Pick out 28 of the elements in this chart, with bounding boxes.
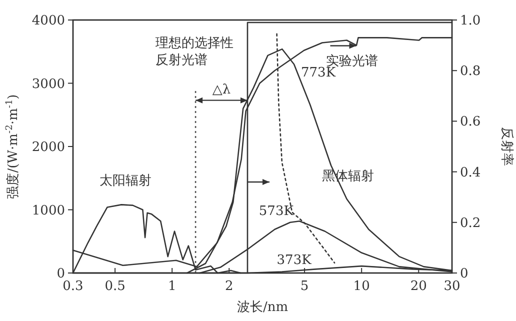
series-label: 373K — [276, 253, 312, 268]
x-tick-label: 30 — [444, 279, 460, 294]
annotation: △λ — [212, 82, 231, 98]
x-tick-label: 20 — [410, 279, 427, 294]
y2-tick-label: 0.4 — [460, 165, 481, 180]
series-label: 573K — [258, 204, 294, 220]
series-label: 773K — [301, 65, 336, 80]
y2-tick-label: 0.8 — [460, 64, 481, 80]
y-tick-label: 2000 — [32, 140, 65, 155]
y2-tick-label: 0.6 — [460, 114, 481, 130]
x-tick-label: 1 — [168, 279, 176, 294]
y2-tick-label: 0 — [460, 266, 468, 282]
series-label: 理想的选择性反射光谱 — [155, 36, 234, 68]
x-tick-label: 10 — [353, 279, 370, 294]
x-axis-title: 波长/nm — [236, 300, 288, 315]
annotation: 黑体辐射 — [322, 169, 374, 184]
x-tick-label: 5 — [300, 279, 309, 294]
x-tick-label: 0.3 — [62, 279, 84, 294]
y-tick-label: 0 — [56, 266, 65, 282]
y2-tick-label: 1.0 — [460, 14, 481, 28]
y-tick-label: 1000 — [32, 203, 65, 218]
series-label: 太阳辐射 — [99, 174, 152, 189]
y-tick-label: 3000 — [32, 76, 65, 92]
y2-tick-label: 0.2 — [460, 216, 481, 231]
y2-axis-title: 反射率 — [499, 127, 515, 166]
x-tick-label: 0.5 — [104, 279, 126, 294]
y-tick-label: 4000 — [32, 14, 65, 28]
x-tick-label: 2 — [224, 279, 234, 294]
